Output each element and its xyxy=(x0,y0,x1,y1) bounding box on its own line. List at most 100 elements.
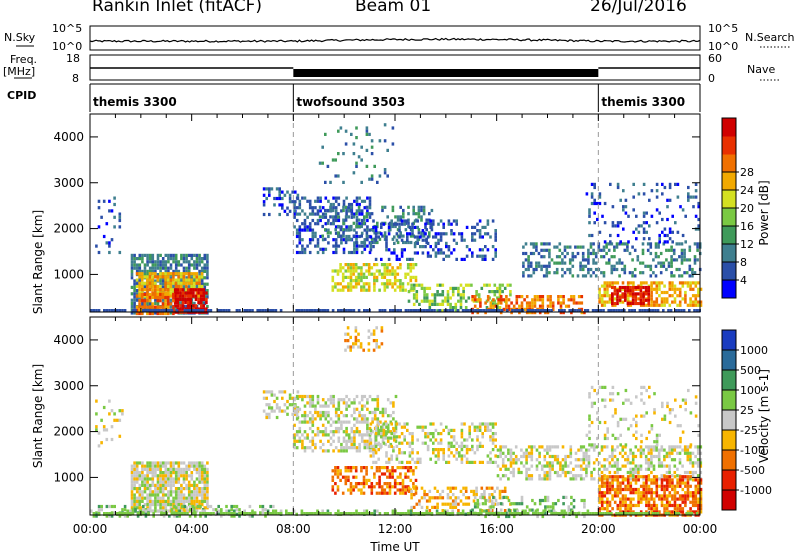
heatmap-cell xyxy=(300,309,304,312)
heatmap-cell xyxy=(631,474,635,478)
heatmap-cell xyxy=(442,451,445,455)
heatmap-cell xyxy=(342,202,346,207)
heatmap-cell xyxy=(259,309,262,312)
heatmap-cell xyxy=(557,301,560,305)
heatmap-cell xyxy=(161,305,165,309)
heatmap-cell xyxy=(388,491,392,495)
heatmap-cell xyxy=(187,269,191,273)
heatmap-cell xyxy=(609,233,612,238)
heatmap-cell xyxy=(195,260,199,264)
heatmap-cell xyxy=(398,460,401,464)
heatmap-cell xyxy=(164,305,167,309)
heatmap-cell xyxy=(493,299,497,303)
noise-line xyxy=(89,37,701,43)
heatmap-cell xyxy=(448,309,452,312)
heatmap-cell xyxy=(148,499,152,503)
heatmap-cell xyxy=(359,345,363,349)
heatmap-cell xyxy=(535,248,538,252)
heatmap-cell xyxy=(102,199,106,203)
heatmap-cell xyxy=(650,284,653,288)
heatmap-cell xyxy=(174,272,178,276)
heatmap-cell xyxy=(639,303,643,307)
heatmap-cell xyxy=(465,460,469,464)
heatmap-cell xyxy=(365,234,369,238)
heatmap-cell xyxy=(308,426,312,431)
heatmap-cell xyxy=(308,212,312,216)
heatmap-cell xyxy=(275,403,279,407)
heatmap-cell xyxy=(446,290,450,294)
heatmap-cell xyxy=(598,497,601,501)
heatmap-cell xyxy=(573,309,577,312)
heatmap-cell xyxy=(542,274,546,278)
heatmap-cell xyxy=(345,404,348,408)
heatmap-cell xyxy=(355,430,359,434)
heatmap-cell xyxy=(182,269,186,273)
heatmap-cell xyxy=(394,426,398,431)
heatmap-cell xyxy=(562,311,565,315)
heatmap-cell xyxy=(345,439,348,443)
heatmap-cell xyxy=(198,273,201,277)
heatmap-cell xyxy=(350,224,353,229)
heatmap-cell xyxy=(151,295,154,300)
heatmap-cell xyxy=(661,182,664,186)
heatmap-cell xyxy=(689,451,692,455)
heatmap-cell xyxy=(613,289,617,293)
heatmap-cell xyxy=(587,261,590,265)
heatmap-cell xyxy=(616,295,619,299)
heatmap-cell xyxy=(146,257,149,261)
heatmap-cell xyxy=(642,292,645,296)
heatmap-cell xyxy=(634,285,637,290)
heatmap-cell xyxy=(377,428,380,432)
heatmap-cell xyxy=(156,467,160,471)
heatmap-cell xyxy=(681,208,685,212)
heatmap-cell xyxy=(395,435,399,439)
heatmap-cell xyxy=(341,475,345,479)
heatmap-cell xyxy=(350,132,353,136)
heatmap-cell xyxy=(199,297,203,301)
heatmap-cell xyxy=(420,496,424,500)
heatmap-cell xyxy=(138,471,142,475)
heatmap-cell xyxy=(603,290,607,295)
heatmap-cell xyxy=(332,394,335,399)
heatmap-cell xyxy=(618,451,622,455)
heatmap-cell xyxy=(635,214,638,218)
heatmap-cell xyxy=(694,182,698,186)
heatmap-cell xyxy=(357,208,361,213)
heatmap-cell xyxy=(355,240,358,245)
heatmap-cell xyxy=(383,488,387,492)
heatmap-cell xyxy=(481,495,485,499)
heatmap-cell xyxy=(172,275,175,279)
heatmap-cell xyxy=(169,487,173,491)
heatmap-cell xyxy=(182,461,186,465)
heatmap-cell xyxy=(408,460,412,464)
heatmap-cell xyxy=(699,458,703,462)
heatmap-cell xyxy=(159,490,162,494)
heatmap-cell xyxy=(275,187,279,191)
heatmap-cell xyxy=(413,235,417,239)
heatmap-cell xyxy=(185,276,188,280)
heatmap-cell xyxy=(308,199,312,203)
heatmap-cell xyxy=(110,437,114,442)
heatmap-cell xyxy=(352,475,355,479)
heatmap-cell xyxy=(530,477,534,481)
heatmap-cell xyxy=(546,298,550,302)
heatmap-cell xyxy=(355,394,359,399)
heatmap-cell xyxy=(203,269,207,273)
heatmap-cell xyxy=(102,428,106,432)
heatmap-cell xyxy=(195,483,199,487)
heatmap-cell xyxy=(628,271,632,275)
heatmap-cell xyxy=(164,292,167,296)
heatmap-cell xyxy=(381,208,384,213)
heatmap-cell xyxy=(561,274,564,278)
heatmap-cell xyxy=(581,245,585,249)
heatmap-cell xyxy=(126,514,129,518)
heatmap-cell xyxy=(151,291,154,295)
heatmap-cell xyxy=(360,158,363,162)
heatmap-cell xyxy=(368,212,371,216)
heatmap-cell xyxy=(459,296,463,300)
heatmap-cell xyxy=(311,417,315,421)
heatmap-cell xyxy=(206,263,209,267)
heatmap-cell xyxy=(360,180,363,184)
heatmap-cell xyxy=(334,420,338,424)
heatmap-cell xyxy=(642,227,646,231)
